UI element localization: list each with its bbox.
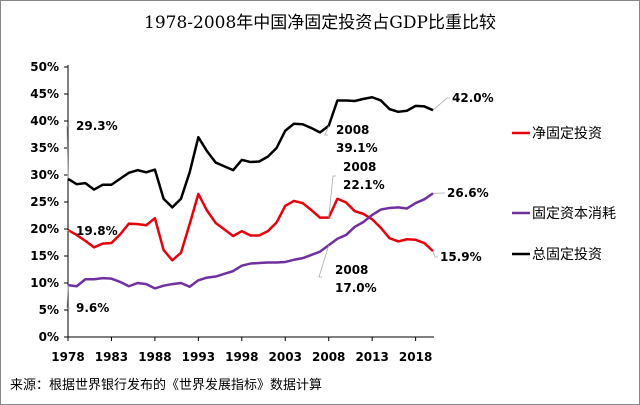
y-tick-label: 20% bbox=[30, 222, 59, 236]
y-tick-label: 45% bbox=[30, 87, 59, 101]
annotation-label: 9.6% bbox=[76, 301, 109, 315]
source-note: 来源：根据世界银行发布的《世界发展指标》数据计算 bbox=[10, 378, 323, 393]
series-line-1 bbox=[67, 192, 434, 290]
annotation-leader bbox=[66, 125, 70, 179]
series-line-0 bbox=[67, 192, 434, 262]
annotation-leader bbox=[328, 175, 336, 218]
y-tick-label: 25% bbox=[30, 195, 59, 209]
x-tick-label: 1993 bbox=[182, 350, 215, 364]
x-tick-label: 2003 bbox=[269, 350, 302, 364]
y-tick-label: 0% bbox=[39, 330, 59, 344]
x-tick-label: 1978 bbox=[51, 350, 84, 364]
y-tick-label: 35% bbox=[30, 141, 59, 155]
annotation-label: 2008 bbox=[335, 263, 368, 277]
annotation-leader bbox=[324, 125, 330, 136]
annotation-label: 22.1% bbox=[343, 178, 385, 192]
annotation-label: 15.9% bbox=[440, 250, 482, 264]
legend-label: 总固定投资 bbox=[532, 247, 602, 263]
legend-label: 净固定投资 bbox=[532, 126, 602, 142]
annotation-label: 29.3% bbox=[76, 119, 118, 133]
x-tick-label: 1998 bbox=[225, 350, 258, 364]
chart-title: 1978-2008年中国净固定投资占GDP比重比较 bbox=[144, 13, 496, 33]
annotation-label: 19.8% bbox=[76, 224, 118, 238]
annotation-leader bbox=[432, 251, 438, 258]
x-tick-label: 2013 bbox=[355, 350, 388, 364]
x-tick-label: 1988 bbox=[138, 350, 171, 364]
y-tick-label: 5% bbox=[39, 303, 59, 317]
x-tick-label: 1983 bbox=[95, 350, 128, 364]
annotation-label: 2008 bbox=[336, 123, 369, 137]
y-tick-label: 30% bbox=[30, 168, 59, 182]
annotation-label: 39.1% bbox=[336, 141, 378, 155]
annotation-label: 17.0% bbox=[335, 281, 377, 295]
annotation-leader bbox=[432, 97, 450, 111]
annotation-leader bbox=[65, 229, 70, 232]
legend-label: 固定资本消耗 bbox=[532, 206, 616, 222]
y-tick-label: 50% bbox=[30, 60, 59, 74]
y-tick-label: 15% bbox=[30, 249, 59, 263]
annotation-label: 42.0% bbox=[452, 91, 494, 105]
annotation-label: 2008 bbox=[343, 160, 376, 174]
y-tick-label: 10% bbox=[30, 276, 59, 290]
annotation-leader bbox=[66, 285, 70, 309]
annotation-leader bbox=[318, 245, 330, 278]
y-tick-label: 40% bbox=[30, 114, 59, 128]
annotation-label: 26.6% bbox=[447, 186, 489, 200]
x-tick-label: 2008 bbox=[312, 350, 345, 364]
x-tick-label: 2018 bbox=[399, 350, 432, 364]
